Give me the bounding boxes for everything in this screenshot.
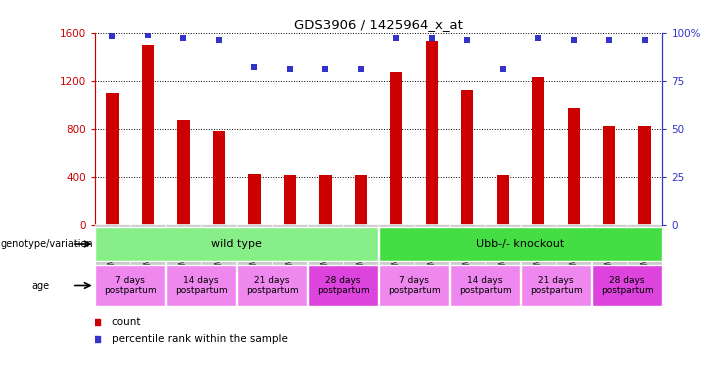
FancyBboxPatch shape	[379, 224, 414, 280]
Text: 28 days
postpartum: 28 days postpartum	[601, 276, 653, 295]
Bar	[319, 175, 332, 225]
Point	[249, 64, 260, 70]
Text: 21 days
postpartum: 21 days postpartum	[530, 276, 583, 295]
Point	[568, 37, 579, 43]
Text: GSM682305: GSM682305	[144, 228, 152, 274]
Point	[107, 33, 118, 40]
FancyBboxPatch shape	[237, 224, 272, 280]
Text: 7 days
postpartum: 7 days postpartum	[104, 276, 156, 295]
Bar	[639, 126, 651, 225]
FancyBboxPatch shape	[201, 224, 236, 280]
FancyBboxPatch shape	[627, 224, 662, 280]
Point	[178, 35, 189, 41]
Bar	[390, 72, 402, 225]
Bar	[496, 175, 509, 225]
FancyBboxPatch shape	[592, 265, 662, 306]
FancyBboxPatch shape	[450, 224, 485, 280]
Text: count: count	[111, 317, 141, 327]
Point	[639, 37, 651, 43]
FancyBboxPatch shape	[521, 224, 556, 280]
Text: 21 days
postpartum: 21 days postpartum	[246, 276, 299, 295]
Text: GSM682308: GSM682308	[179, 228, 188, 274]
Bar	[355, 175, 367, 225]
Text: GSM682311: GSM682311	[569, 228, 578, 274]
Point	[320, 66, 331, 72]
Text: GSM682317: GSM682317	[356, 228, 365, 274]
FancyBboxPatch shape	[237, 265, 307, 306]
FancyBboxPatch shape	[166, 224, 201, 280]
Text: 28 days
postpartum: 28 days postpartum	[317, 276, 369, 295]
Title: GDS3906 / 1425964_x_at: GDS3906 / 1425964_x_at	[294, 18, 463, 31]
Point	[462, 37, 473, 43]
FancyBboxPatch shape	[95, 224, 130, 280]
Text: Ubb-/- knockout: Ubb-/- knockout	[477, 239, 564, 249]
Bar	[248, 174, 261, 225]
Text: genotype/variation: genotype/variation	[1, 239, 93, 249]
Text: GSM682307: GSM682307	[498, 228, 508, 274]
Bar	[532, 77, 545, 225]
Bar	[284, 175, 296, 225]
FancyBboxPatch shape	[485, 224, 520, 280]
FancyBboxPatch shape	[556, 224, 591, 280]
FancyBboxPatch shape	[592, 224, 627, 280]
FancyBboxPatch shape	[308, 265, 378, 306]
Text: GSM682312: GSM682312	[250, 228, 259, 274]
Text: GSM682315: GSM682315	[640, 228, 649, 274]
Point	[355, 66, 367, 72]
Bar	[212, 131, 225, 225]
Text: GSM682303: GSM682303	[428, 228, 436, 274]
Point	[533, 35, 544, 41]
FancyBboxPatch shape	[95, 265, 165, 306]
FancyBboxPatch shape	[308, 224, 343, 280]
Point	[426, 35, 437, 41]
FancyBboxPatch shape	[414, 224, 449, 280]
Text: 14 days
postpartum: 14 days postpartum	[458, 276, 511, 295]
Text: 7 days
postpartum: 7 days postpartum	[388, 276, 440, 295]
Bar	[426, 41, 438, 225]
Text: percentile rank within the sample: percentile rank within the sample	[111, 334, 287, 344]
FancyBboxPatch shape	[521, 265, 591, 306]
Text: GSM682306: GSM682306	[463, 228, 472, 274]
FancyBboxPatch shape	[130, 224, 165, 280]
Text: GSM682313: GSM682313	[285, 228, 294, 274]
Bar	[461, 90, 473, 225]
FancyBboxPatch shape	[379, 227, 662, 261]
Text: 14 days
postpartum: 14 days postpartum	[175, 276, 227, 295]
Bar	[106, 93, 118, 225]
Point	[213, 37, 224, 43]
Text: GSM682314: GSM682314	[605, 228, 613, 274]
Text: GSM682309: GSM682309	[215, 228, 224, 274]
FancyBboxPatch shape	[95, 227, 378, 261]
Text: GSM682310: GSM682310	[533, 228, 543, 274]
Point	[284, 66, 295, 72]
FancyBboxPatch shape	[166, 265, 236, 306]
FancyBboxPatch shape	[272, 224, 307, 280]
Point	[142, 31, 154, 38]
Text: GSM682302: GSM682302	[392, 228, 401, 274]
Text: GSM682316: GSM682316	[321, 228, 329, 274]
Text: wild type: wild type	[211, 239, 262, 249]
Bar	[177, 120, 189, 225]
Bar	[603, 126, 615, 225]
Bar	[142, 45, 154, 225]
FancyBboxPatch shape	[379, 265, 449, 306]
Text: GSM682304: GSM682304	[108, 228, 117, 274]
Point	[497, 66, 508, 72]
FancyBboxPatch shape	[343, 224, 379, 280]
FancyBboxPatch shape	[450, 265, 520, 306]
Point	[390, 35, 402, 41]
Point	[604, 37, 615, 43]
Text: age: age	[32, 280, 50, 291]
Bar	[568, 108, 580, 225]
